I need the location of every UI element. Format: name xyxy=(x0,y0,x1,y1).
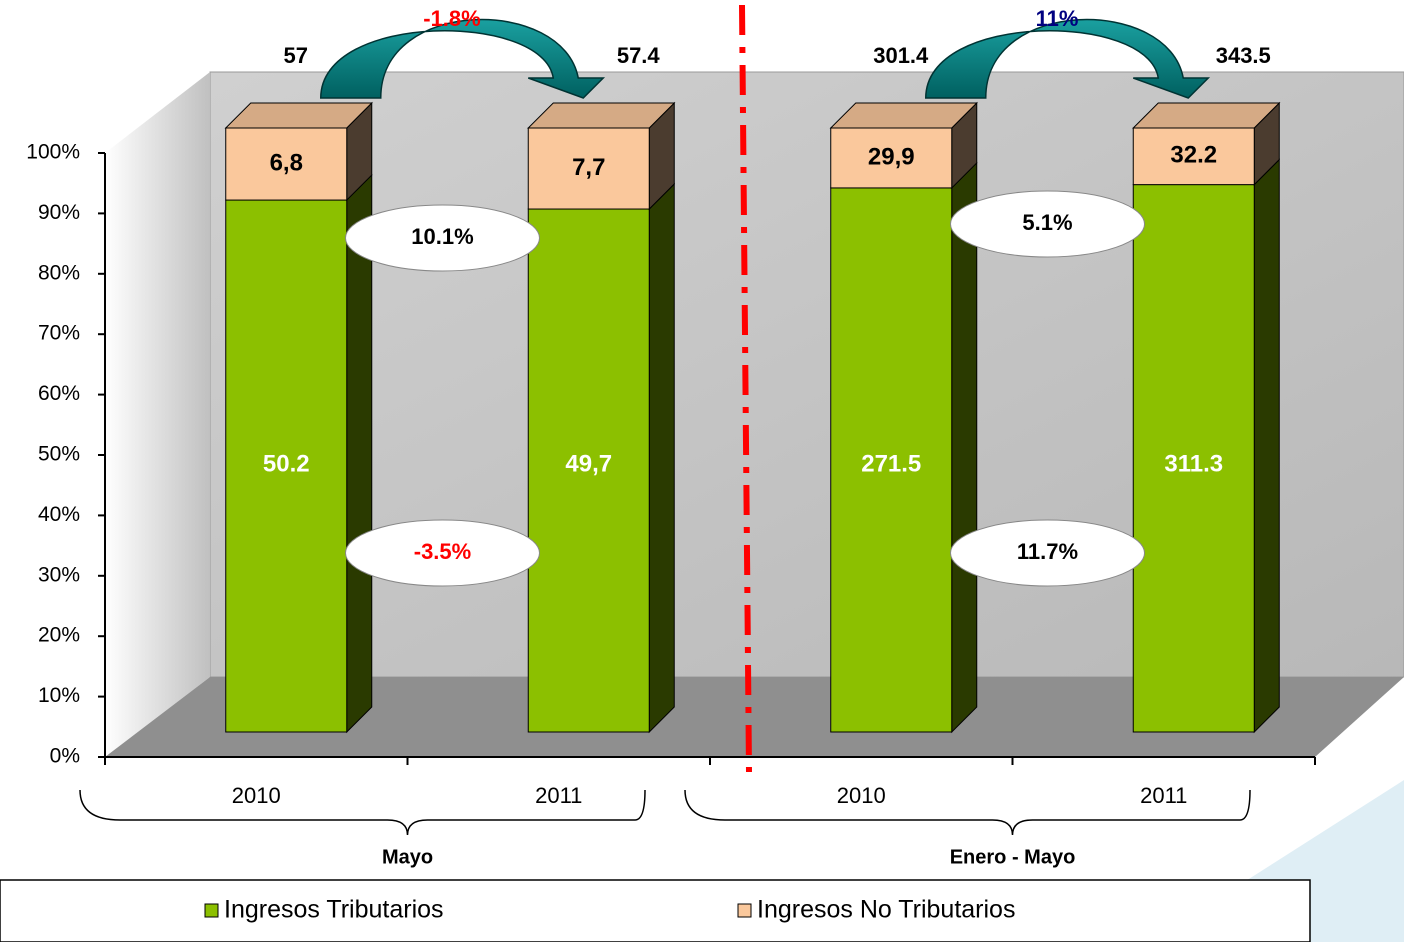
legend-label: Ingresos No Tributarios xyxy=(757,896,1015,924)
bar: 271.5 xyxy=(830,161,978,734)
bar-front xyxy=(225,127,348,201)
growth-label: -1.8% xyxy=(423,6,480,31)
plot: 50.2 6,8 49,7 7,7 271.5 29,9 311.3 32.2 xyxy=(224,101,1281,734)
value-label: 6,8 xyxy=(270,149,303,176)
y-tick-label: 30% xyxy=(38,563,80,586)
growth-bubble-label: 5.1% xyxy=(1022,210,1072,235)
value-label: 50.2 xyxy=(263,450,310,477)
bar-side xyxy=(1253,158,1280,734)
y-tick-label: 60% xyxy=(38,382,80,405)
y-tick-label: 70% xyxy=(38,322,80,345)
x-tick-label: 2011 xyxy=(535,783,582,808)
x-tick-label: 2011 xyxy=(1140,783,1187,808)
growth-bubble xyxy=(345,519,540,587)
y-tick-label: 0% xyxy=(50,745,80,768)
bar-side xyxy=(648,182,675,734)
y-tick-label: 50% xyxy=(38,443,80,466)
bar-top xyxy=(829,102,978,129)
bar-top xyxy=(527,102,676,129)
growth-bubble xyxy=(950,519,1145,587)
x-tick-label: 2010 xyxy=(837,783,886,808)
growth-arrow xyxy=(924,18,1211,99)
bar-front xyxy=(1132,184,1255,733)
legend-swatch xyxy=(737,903,752,918)
bar-front xyxy=(527,208,650,733)
bar-front xyxy=(830,187,953,733)
total-label: 57.4 xyxy=(617,43,661,68)
group-bracket xyxy=(684,789,1251,836)
growth-bubble-label: 11.7% xyxy=(1017,539,1078,564)
value-label: 49,7 xyxy=(565,450,612,477)
group-bracket xyxy=(79,789,646,836)
legend xyxy=(0,879,1311,942)
growth-arrow xyxy=(319,18,606,99)
total-label: 343.5 xyxy=(1216,43,1271,68)
bar: 32.2 xyxy=(1132,101,1281,186)
value-label: 29,9 xyxy=(868,143,915,170)
bar-top xyxy=(224,102,373,129)
floor xyxy=(105,677,1404,757)
value-label: 7,7 xyxy=(572,154,605,181)
y-tick-label: 80% xyxy=(38,261,80,284)
bar: 6,8 xyxy=(224,101,373,202)
legend-swatch xyxy=(204,903,219,918)
value-label: 32.2 xyxy=(1170,142,1217,169)
x-tick-label: 2010 xyxy=(232,783,281,808)
bar: 50.2 xyxy=(225,173,373,734)
bar-front xyxy=(527,127,650,210)
group-label: Mayo xyxy=(382,846,433,868)
value-label: 311.3 xyxy=(1164,450,1223,477)
total-label: 301.4 xyxy=(873,43,929,68)
growth-bubble xyxy=(345,204,540,272)
bar-front xyxy=(830,127,953,189)
y-tick-label: 90% xyxy=(38,201,80,224)
legend-label: Ingresos Tributarios xyxy=(224,896,444,924)
growth-bubble-label: 10.1% xyxy=(411,224,473,249)
side-wall xyxy=(105,72,210,757)
bar: 29,9 xyxy=(829,101,978,190)
growth-bubble xyxy=(950,190,1145,258)
bar: 49,7 xyxy=(527,182,675,734)
divider xyxy=(739,4,752,773)
growth-bubble-label: -3.5% xyxy=(414,539,471,564)
bar-top xyxy=(1132,102,1281,129)
y-tick-label: 10% xyxy=(38,684,80,707)
y-tick-label: 20% xyxy=(38,624,80,647)
group-label: Enero - Mayo xyxy=(950,846,1076,868)
y-tick-label: 100% xyxy=(26,141,80,164)
bar-side xyxy=(951,161,978,734)
growth-label: 11% xyxy=(1036,6,1079,31)
bar: 311.3 xyxy=(1132,158,1280,734)
bar: 7,7 xyxy=(527,101,676,211)
y-tick-label: 40% xyxy=(38,503,80,526)
total-label: 57 xyxy=(284,43,308,68)
value-label: 271.5 xyxy=(861,450,921,477)
